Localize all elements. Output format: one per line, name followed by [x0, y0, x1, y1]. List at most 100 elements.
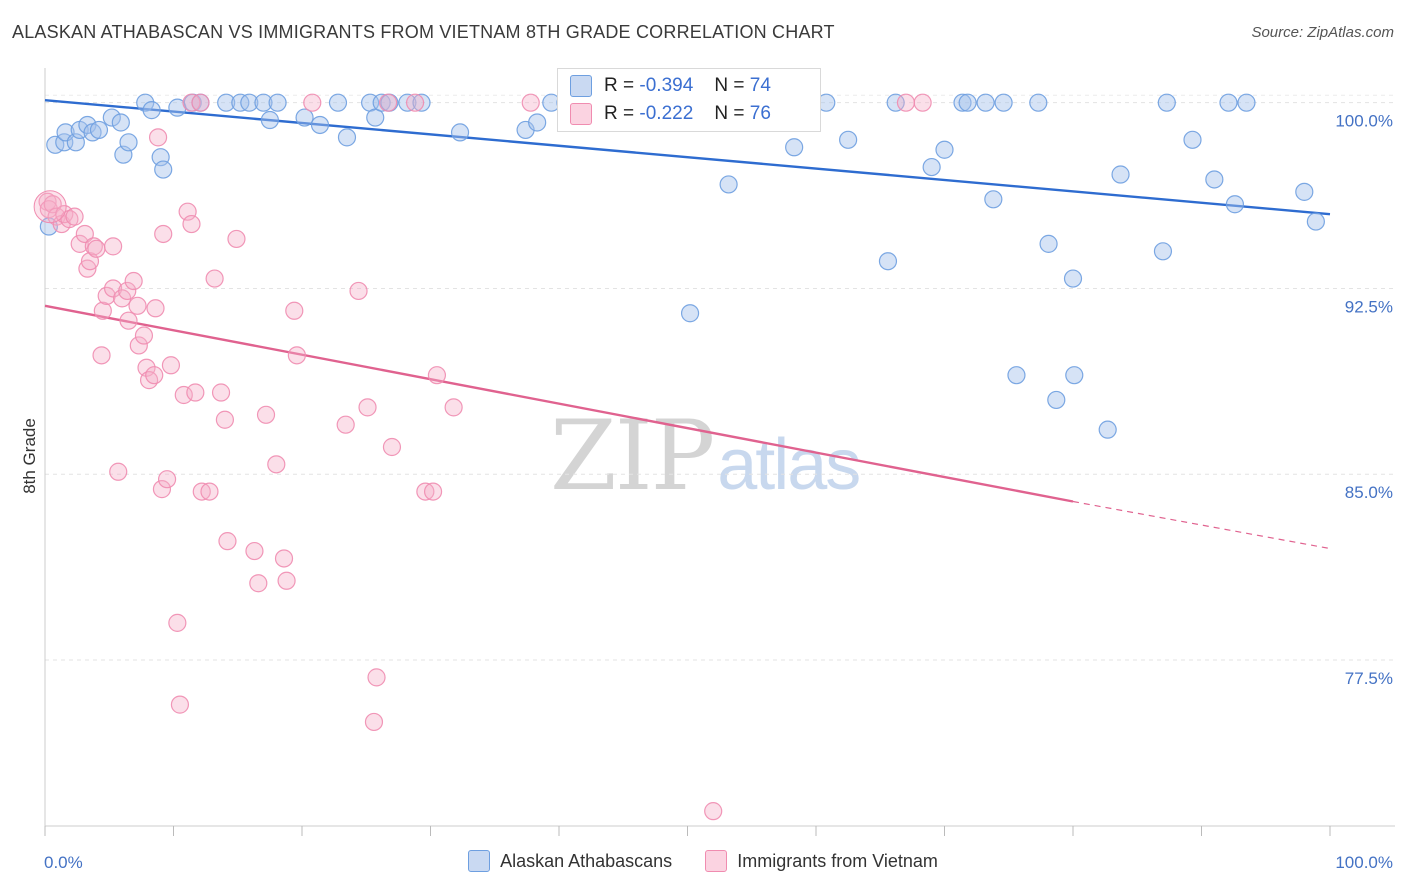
point-athabascan: [240, 93, 259, 112]
stats-box: R = -0.394 N = 74 R = -0.222 N = 76: [557, 68, 821, 132]
point-athabascan: [680, 304, 700, 323]
point-vietnam: [78, 259, 97, 278]
y-axis-label: 8th Grade: [20, 418, 39, 494]
point-athabascan: [372, 93, 391, 112]
point-athabascan: [1029, 93, 1048, 112]
point-vietnam: [303, 93, 322, 112]
point-vietnam: [104, 279, 123, 298]
point-athabascan: [1098, 420, 1117, 439]
y-tick-label: 77.5%: [1345, 669, 1393, 688]
stats-n-value: 76: [749, 103, 771, 124]
point-athabascan: [450, 123, 470, 142]
point-athabascan: [1295, 182, 1314, 201]
point-vietnam: [152, 480, 172, 499]
stats-n-value: 74: [749, 75, 771, 96]
point-athabascan: [254, 93, 273, 112]
point-athabascan: [398, 93, 417, 112]
point-vietnam: [84, 237, 103, 256]
point-vietnam: [170, 695, 190, 714]
stats-r-value: -0.394: [639, 75, 694, 96]
point-athabascan: [154, 160, 173, 179]
stats-row-athabascan: R = -0.394 N = 74: [570, 73, 771, 99]
point-athabascan: [1039, 234, 1058, 253]
axes: [44, 68, 1395, 836]
point-vietnam: [358, 398, 377, 417]
point-athabascan: [102, 108, 121, 127]
point-athabascan: [1205, 170, 1224, 189]
point-vietnam: [192, 482, 211, 501]
point-vietnam: [245, 541, 264, 561]
data-points: [33, 93, 1325, 821]
legend-swatch-athabascan: [468, 850, 491, 872]
point-vietnam: [274, 549, 294, 568]
point-athabascan: [976, 93, 995, 112]
point-vietnam: [227, 229, 246, 249]
point-athabascan: [1111, 165, 1130, 184]
point-vietnam: [277, 571, 296, 590]
point-vietnam: [349, 281, 368, 301]
point-vietnam: [256, 405, 276, 424]
axis-labels: 100.0% 92.5% 85.0% 77.5% 0.0% 100.0% 8th Grade: [20, 112, 1393, 872]
point-vietnam: [104, 237, 123, 256]
stats-swatch-vietnam: [570, 103, 592, 125]
point-athabascan: [935, 140, 954, 159]
y-tick-label: 85.0%: [1345, 483, 1393, 502]
point-vietnam: [444, 398, 463, 417]
stats-r-label: R =: [604, 103, 635, 124]
point-athabascan: [1007, 366, 1026, 385]
point-athabascan: [217, 93, 236, 112]
grid-lines: [45, 94, 1395, 661]
point-athabascan: [119, 133, 138, 152]
point-vietnam: [896, 93, 916, 112]
point-vietnam: [405, 93, 425, 112]
legend-label: Alaskan Athabascans: [500, 850, 673, 871]
point-athabascan: [839, 130, 858, 149]
stats-n-label: N =: [714, 103, 745, 124]
legend: Alaskan Athabascans Immigrants from Viet…: [0, 850, 1406, 877]
point-vietnam: [65, 207, 84, 226]
point-vietnam: [249, 574, 268, 593]
point-vietnam: [521, 93, 540, 112]
stats-row-vietnam: R = -0.222 N = 76: [570, 101, 771, 127]
point-athabascan: [142, 101, 161, 120]
point-vietnam: [285, 301, 304, 320]
point-vietnam: [75, 224, 94, 244]
point-vietnam: [124, 271, 143, 291]
point-athabascan: [328, 93, 348, 112]
point-athabascan: [1065, 366, 1084, 385]
point-vietnam: [191, 93, 210, 112]
point-athabascan: [1183, 130, 1202, 149]
point-vietnam: [33, 190, 67, 224]
point-athabascan: [953, 93, 972, 112]
point-vietnam: [423, 482, 443, 501]
point-vietnam: [336, 415, 355, 434]
point-vietnam: [87, 239, 106, 258]
legend-item-vietnam[interactable]: Immigrants from Vietnam: [705, 850, 938, 872]
point-vietnam: [367, 668, 386, 687]
point-vietnam: [186, 383, 205, 402]
x-tick-label-max: 100.0%: [1335, 853, 1393, 872]
point-athabascan: [268, 93, 287, 112]
point-vietnam: [211, 383, 231, 402]
point-vietnam: [168, 613, 187, 632]
legend-item-athabascan[interactable]: Alaskan Athabascans: [468, 850, 672, 872]
point-vietnam: [416, 482, 435, 501]
point-athabascan: [719, 175, 738, 194]
point-vietnam: [913, 93, 932, 112]
legend-swatch-vietnam: [705, 850, 728, 872]
point-athabascan: [1306, 212, 1325, 231]
point-athabascan: [111, 113, 130, 132]
point-athabascan: [1047, 390, 1066, 410]
point-vietnam: [215, 410, 234, 429]
point-athabascan: [878, 252, 898, 271]
stats-n-label: N =: [714, 75, 745, 96]
point-vietnam: [118, 281, 137, 301]
point-athabascan: [295, 108, 314, 127]
point-athabascan: [337, 128, 357, 147]
trend-lines: [44, 99, 1331, 550]
chart-title: ALASKAN ATHABASCAN VS IMMIGRANTS FROM VI…: [12, 22, 835, 42]
point-athabascan: [886, 93, 905, 112]
trend-line-athabascan: [44, 99, 1331, 216]
point-athabascan: [528, 113, 547, 132]
point-vietnam: [427, 366, 447, 385]
